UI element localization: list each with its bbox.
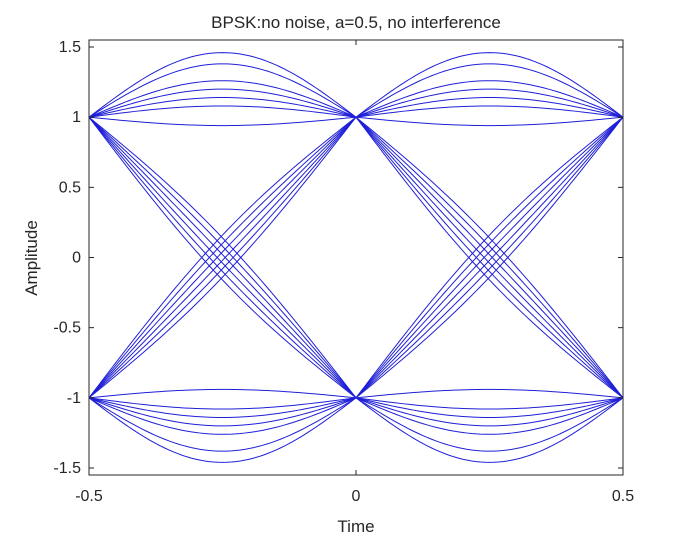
series-line-18-1 <box>355 116 624 399</box>
x-tick-label: -0.5 <box>75 488 103 505</box>
series-line-23-1 <box>355 116 624 399</box>
series-line-21-0 <box>88 116 357 399</box>
series-line-13-0 <box>88 388 357 399</box>
series-line-2-1 <box>355 80 624 118</box>
series-line-22-0 <box>88 116 357 399</box>
series-line-23-0 <box>88 116 357 399</box>
series-line-4-0 <box>88 97 357 118</box>
series-line-9-1 <box>355 397 624 435</box>
y-tick-label: -1 <box>67 390 81 407</box>
chart-title: BPSK:no noise, a=0.5, no interference <box>211 13 501 32</box>
series-line-0-0 <box>88 52 357 118</box>
series-line-24-0 <box>88 116 357 399</box>
series-line-19-0 <box>88 116 357 399</box>
series-line-22-1 <box>355 116 624 399</box>
series-line-5-0 <box>88 105 357 118</box>
series-line-9-0 <box>88 397 357 435</box>
x-axis-label: Time <box>337 517 374 536</box>
series-line-18-0 <box>88 116 357 399</box>
series-line-0-1 <box>355 52 624 118</box>
series-line-3-0 <box>88 88 357 118</box>
series-line-10-1 <box>355 397 624 427</box>
series-line-19-1 <box>355 116 624 399</box>
y-axis-label: Amplitude <box>22 220 41 296</box>
x-tick-label: 0 <box>352 488 361 505</box>
series-line-1-0 <box>88 63 357 118</box>
y-tick-label: -1.5 <box>53 460 81 477</box>
y-tick-label: 1 <box>72 109 81 126</box>
series-line-13-1 <box>355 388 624 399</box>
series-line-4-1 <box>355 97 624 118</box>
series-line-11-1 <box>355 397 624 418</box>
series-line-17-0 <box>88 116 357 399</box>
series-line-16-1 <box>355 116 624 399</box>
plot-area <box>88 52 624 463</box>
series-line-16-0 <box>88 116 357 399</box>
series-line-14-1 <box>355 116 624 399</box>
y-tick-label: 1.5 <box>59 39 81 56</box>
series-line-3-1 <box>355 88 624 118</box>
series-line-1-1 <box>355 63 624 118</box>
series-line-2-0 <box>88 80 357 118</box>
y-tick-label: 0.5 <box>59 179 81 196</box>
series-line-7-0 <box>88 397 357 463</box>
series-line-24-1 <box>355 116 624 399</box>
series-line-8-0 <box>88 397 357 452</box>
series-line-15-0 <box>88 116 357 399</box>
series-line-8-1 <box>355 397 624 452</box>
series-line-10-0 <box>88 397 357 427</box>
series-line-20-0 <box>88 116 357 399</box>
series-line-17-1 <box>355 116 624 399</box>
series-line-6-0 <box>88 116 357 127</box>
series-line-7-1 <box>355 397 624 463</box>
series-line-12-1 <box>355 397 624 410</box>
series-line-6-1 <box>355 116 624 127</box>
series-line-25-0 <box>88 116 357 399</box>
series-line-15-1 <box>355 116 624 399</box>
series-line-12-0 <box>88 397 357 410</box>
series-line-11-0 <box>88 397 357 418</box>
y-tick-label: 0 <box>72 250 81 267</box>
series-line-20-1 <box>355 116 624 399</box>
y-tick-label: -0.5 <box>53 320 81 337</box>
series-line-25-1 <box>355 116 624 399</box>
x-tick-label: 0.5 <box>612 488 634 505</box>
axes: 1.5 1 0.5 0 -0.5 -1 -1.5 -0.5 0 0.5 <box>53 39 634 505</box>
series-line-14-0 <box>88 116 357 399</box>
series-line-5-1 <box>355 105 624 118</box>
series-line-21-1 <box>355 116 624 399</box>
